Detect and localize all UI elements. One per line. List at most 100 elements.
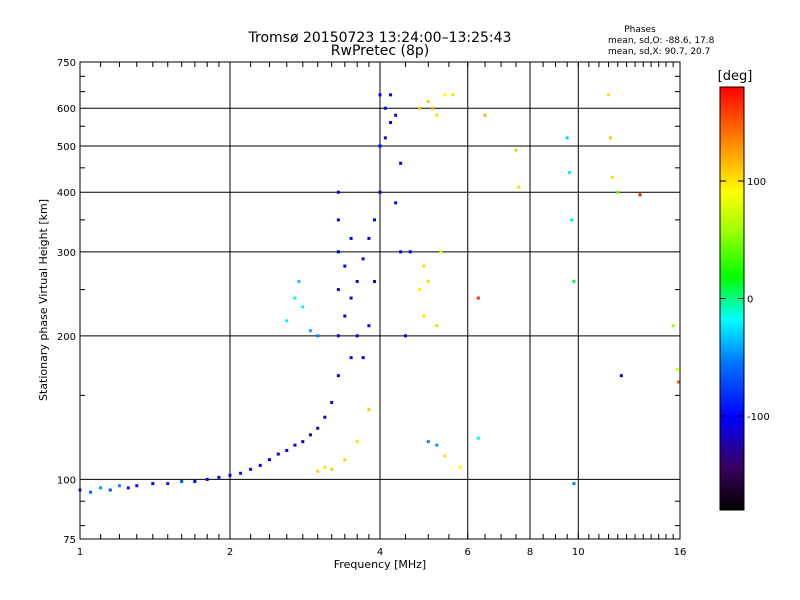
- data-point: [166, 482, 170, 486]
- data-point: [330, 400, 334, 404]
- data-point: [458, 465, 462, 469]
- data-point: [671, 324, 675, 328]
- data-point: [439, 250, 443, 254]
- x-tick-labels: 1 2 4 6 8 10 16: [77, 547, 687, 558]
- data-point: [367, 236, 371, 240]
- data-point: [570, 218, 574, 222]
- stats-header: Phases: [624, 25, 656, 35]
- data-point: [297, 279, 301, 283]
- data-point: [567, 170, 571, 174]
- data-point: [373, 218, 377, 222]
- data-point: [343, 458, 347, 462]
- data-point: [361, 257, 365, 261]
- data-point: [336, 250, 340, 254]
- data-point: [349, 356, 353, 360]
- plot-frame: [79, 61, 681, 540]
- chart-title: Tromsø 20150723 13:24:00–13:25:43: [248, 30, 512, 46]
- data-point: [399, 250, 403, 254]
- x-tick-label: 10: [572, 547, 585, 558]
- y-tick-labels: 75 100 200 300 400 500 600 750: [57, 58, 76, 546]
- data-point: [426, 279, 430, 283]
- data-point: [408, 250, 412, 254]
- data-point: [607, 93, 611, 97]
- data-point: [336, 288, 340, 292]
- data-point: [435, 113, 439, 117]
- data-point: [443, 93, 447, 97]
- data-point: [293, 443, 297, 447]
- data-point: [476, 436, 480, 440]
- data-point: [373, 279, 377, 283]
- data-point: [422, 314, 426, 318]
- y-tick-label: 600: [57, 104, 76, 115]
- x-tick-label: 2: [227, 547, 233, 558]
- data-point: [349, 236, 353, 240]
- data-point: [205, 477, 209, 481]
- x-tick-label: 1: [77, 547, 83, 558]
- y-tick-label: 750: [57, 58, 76, 69]
- data-point: [378, 144, 382, 148]
- data-point: [403, 334, 407, 338]
- data-point: [323, 465, 327, 469]
- data-point: [417, 106, 421, 110]
- data-point: [193, 479, 197, 483]
- data-point: [378, 93, 382, 97]
- data-point: [426, 440, 430, 444]
- data-point: [316, 469, 320, 473]
- data-point: [117, 484, 121, 488]
- data-point: [108, 488, 112, 492]
- y-tick-label: 200: [57, 332, 76, 343]
- data-point: [99, 486, 103, 490]
- data-point: [285, 448, 289, 452]
- data-point: [249, 467, 253, 471]
- x-tick-label: 16: [674, 547, 687, 558]
- data-points: [78, 93, 681, 494]
- stats-line-o: mean, sd,O: -88.6, 17.8: [608, 36, 715, 46]
- data-point: [239, 471, 243, 475]
- data-point: [435, 324, 439, 328]
- data-point: [135, 484, 139, 488]
- data-point: [517, 185, 521, 189]
- y-tick-label: 500: [57, 142, 76, 153]
- data-point: [285, 319, 289, 323]
- data-point: [267, 458, 271, 462]
- data-point: [367, 408, 371, 412]
- data-point: [308, 433, 312, 437]
- data-point: [616, 190, 620, 194]
- data-point: [367, 324, 371, 328]
- data-point: [89, 490, 93, 494]
- colorbar-tick-label: 100: [747, 177, 766, 188]
- data-point: [301, 440, 305, 444]
- colorbar-tick-label: -100: [747, 412, 770, 423]
- data-point: [389, 121, 393, 125]
- data-point: [514, 148, 518, 152]
- data-point: [383, 136, 387, 140]
- y-axis-label: Stationary phase Virtual Height [km]: [37, 199, 50, 401]
- colorbar-tick-label: 0: [747, 295, 753, 306]
- data-point: [217, 475, 221, 479]
- data-point: [399, 161, 403, 165]
- y-tick-label: 400: [57, 188, 76, 199]
- colorbar-label: [deg]: [718, 69, 753, 84]
- colorbar-ticks: 100 0 -100: [720, 177, 770, 423]
- data-point: [336, 218, 340, 222]
- data-point: [336, 334, 340, 338]
- y-tick-label: 100: [57, 475, 76, 486]
- x-tick-label: 6: [465, 547, 471, 558]
- data-point: [361, 356, 365, 360]
- data-point: [355, 279, 359, 283]
- data-point: [394, 201, 398, 205]
- grid: [79, 61, 681, 540]
- data-point: [355, 334, 359, 338]
- data-point: [435, 443, 439, 447]
- x-tick-label: 4: [377, 547, 383, 558]
- data-point: [572, 279, 576, 283]
- data-point: [422, 264, 426, 268]
- data-point: [443, 454, 447, 458]
- data-point: [316, 426, 320, 430]
- data-point: [619, 374, 623, 378]
- x-axis-label: Frequency [MHz]: [334, 558, 426, 571]
- data-point: [675, 367, 679, 371]
- data-point: [316, 334, 320, 338]
- data-point: [276, 452, 280, 456]
